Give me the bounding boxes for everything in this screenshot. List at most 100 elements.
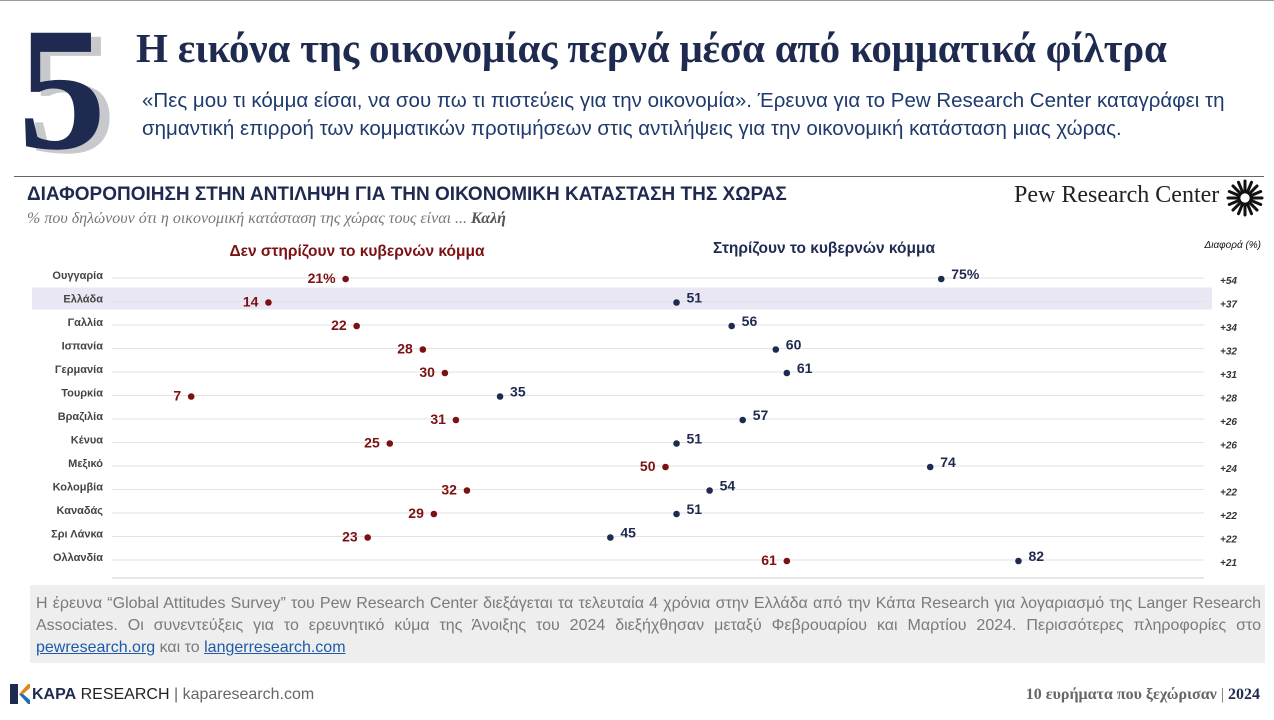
country-label: Ολλανδία	[53, 552, 103, 564]
dot-support	[673, 510, 680, 518]
page-headline: Η εικόνα της οικονομίας περνά μέσα από κ…	[136, 25, 1167, 71]
dot-support	[673, 299, 680, 306]
dot-support	[783, 369, 791, 377]
dot-support	[706, 487, 713, 494]
difference-value: +22	[1220, 488, 1237, 499]
top-rule	[0, 0, 1274, 1]
footer-series-title: 10 ευρήματα που ξεχώρισαν	[1025, 686, 1217, 703]
value-label-not-support: 22	[331, 317, 347, 333]
value-label-not-support: 23	[342, 529, 358, 545]
country-label: Γερμανία	[55, 364, 103, 376]
value-label-support: 56	[742, 313, 758, 329]
value-label-not-support: 14	[243, 294, 259, 310]
langerresearch-link[interactable]: langerresearch.com	[204, 639, 346, 656]
footer-year: 2024	[1228, 686, 1260, 703]
value-label-not-support: 29	[408, 505, 424, 521]
finding-number: 5	[18, 0, 106, 187]
footnote: Η έρευνα “Global Attitudes Survey” του P…	[36, 593, 1261, 659]
dot-support	[772, 346, 780, 353]
value-label-support: 54	[720, 478, 736, 494]
value-label-not-support: 32	[441, 482, 457, 498]
dot-not-support	[783, 557, 791, 565]
value-label-support: 51	[687, 290, 703, 306]
value-label-support: 35	[510, 384, 526, 400]
difference-value: +32	[1220, 347, 1237, 358]
dot-not-support	[441, 369, 449, 377]
difference-value: +21	[1220, 558, 1237, 569]
value-label-support: 45	[620, 525, 636, 541]
legend-support: Στηρίζουν το κυβερνών κόμμα	[713, 240, 936, 257]
country-label: Κένυα	[71, 435, 103, 447]
difference-value: +22	[1220, 535, 1237, 546]
value-label-not-support: 50	[640, 458, 656, 474]
country-label: Γαλλία	[68, 317, 104, 329]
chart-subtitle-prefix: % που δηλώνουν ότι η οικονομική κατάστασ…	[27, 210, 468, 227]
country-label: Τουρκία	[61, 388, 103, 400]
dot-not-support	[265, 299, 272, 306]
dot-not-support	[430, 510, 438, 518]
dot-not-support	[452, 416, 460, 424]
difference-value: +54	[1220, 276, 1237, 287]
footer-right-separator: |	[1220, 686, 1224, 703]
dot-support	[926, 463, 934, 471]
kapa-brand: KAPA RESEARCH | kaparesearch.com	[32, 686, 314, 704]
dot-not-support	[419, 346, 427, 353]
value-label-not-support: 30	[419, 364, 435, 380]
value-label-not-support: 25	[364, 435, 380, 451]
dot-not-support	[364, 534, 371, 541]
country-label: Κολομβία	[53, 482, 104, 494]
chart-subtitle-emphasis: Καλή	[471, 210, 506, 227]
difference-value: +31	[1220, 370, 1237, 381]
value-label-support: 61	[797, 360, 813, 376]
difference-value: +34	[1220, 323, 1237, 334]
chart-subtitle: % που δηλώνουν ότι η οικονομική κατάστασ…	[27, 210, 506, 228]
page-lede: «Πες μου τι κόμμα είσαι, να σου πω τι πι…	[142, 89, 1225, 140]
footnote-text: Η έρευνα “Global Attitudes Survey” του P…	[36, 595, 1261, 634]
country-label: Ισπανία	[62, 341, 104, 353]
value-label-support: 51	[687, 501, 703, 517]
value-label-not-support: 7	[173, 388, 181, 404]
dot-not-support	[342, 275, 349, 283]
dot-support	[728, 322, 735, 330]
dot-plot-chart: Δεν στηρίζουν το κυβερνών κόμμα Στηρίζουν…	[32, 239, 1261, 579]
pew-brand: Pew Research Center	[1014, 182, 1220, 208]
dot-not-support	[463, 487, 471, 494]
dot-support	[607, 534, 614, 541]
difference-value: +22	[1220, 511, 1237, 522]
footnote-connector: και το	[159, 639, 200, 656]
dot-not-support	[353, 322, 360, 330]
kapa-site: kaparesearch.com	[182, 686, 315, 703]
difference-header: Διαφορά (%)	[1204, 239, 1261, 251]
country-label: Ουγγαρία	[52, 270, 103, 282]
pewresearch-link[interactable]: pewresearch.org	[36, 639, 156, 656]
highlight-row-band	[32, 287, 1212, 310]
dot-support	[739, 416, 747, 424]
dot-support	[673, 440, 680, 447]
value-label-support: 75%	[951, 266, 980, 282]
dot-support	[1015, 557, 1022, 565]
value-label-support: 51	[687, 431, 703, 447]
footer-right: 10 ευρήματα που ξεχώρισαν | 2024	[1026, 686, 1260, 704]
value-label-support: 60	[786, 337, 802, 353]
country-label: Μεξικό	[68, 458, 103, 470]
country-label: Σρι Λάνκα	[51, 529, 103, 541]
difference-value: +26	[1220, 417, 1237, 428]
footnote-box	[30, 585, 1265, 663]
dot-not-support	[386, 440, 394, 447]
value-label-not-support: 21%	[308, 270, 337, 286]
dot-support	[496, 393, 504, 400]
dot-not-support	[187, 393, 195, 400]
kapa-brand-separator: |	[173, 686, 179, 703]
value-label-not-support: 61	[761, 552, 777, 568]
value-label-not-support: 28	[397, 341, 413, 357]
difference-value: +26	[1220, 441, 1237, 452]
kapa-brand-light: RESEARCH	[80, 686, 170, 703]
value-label-support: 74	[940, 454, 956, 470]
country-label: Ελλάδα	[63, 294, 103, 306]
chart-top-rule	[14, 176, 1264, 177]
legend-not-support: Δεν στηρίζουν το κυβερνών κόμμα	[229, 243, 485, 260]
dot-support	[937, 275, 945, 283]
difference-value: +37	[1220, 300, 1237, 311]
difference-value: +24	[1220, 464, 1237, 475]
value-label-not-support: 31	[430, 411, 446, 427]
